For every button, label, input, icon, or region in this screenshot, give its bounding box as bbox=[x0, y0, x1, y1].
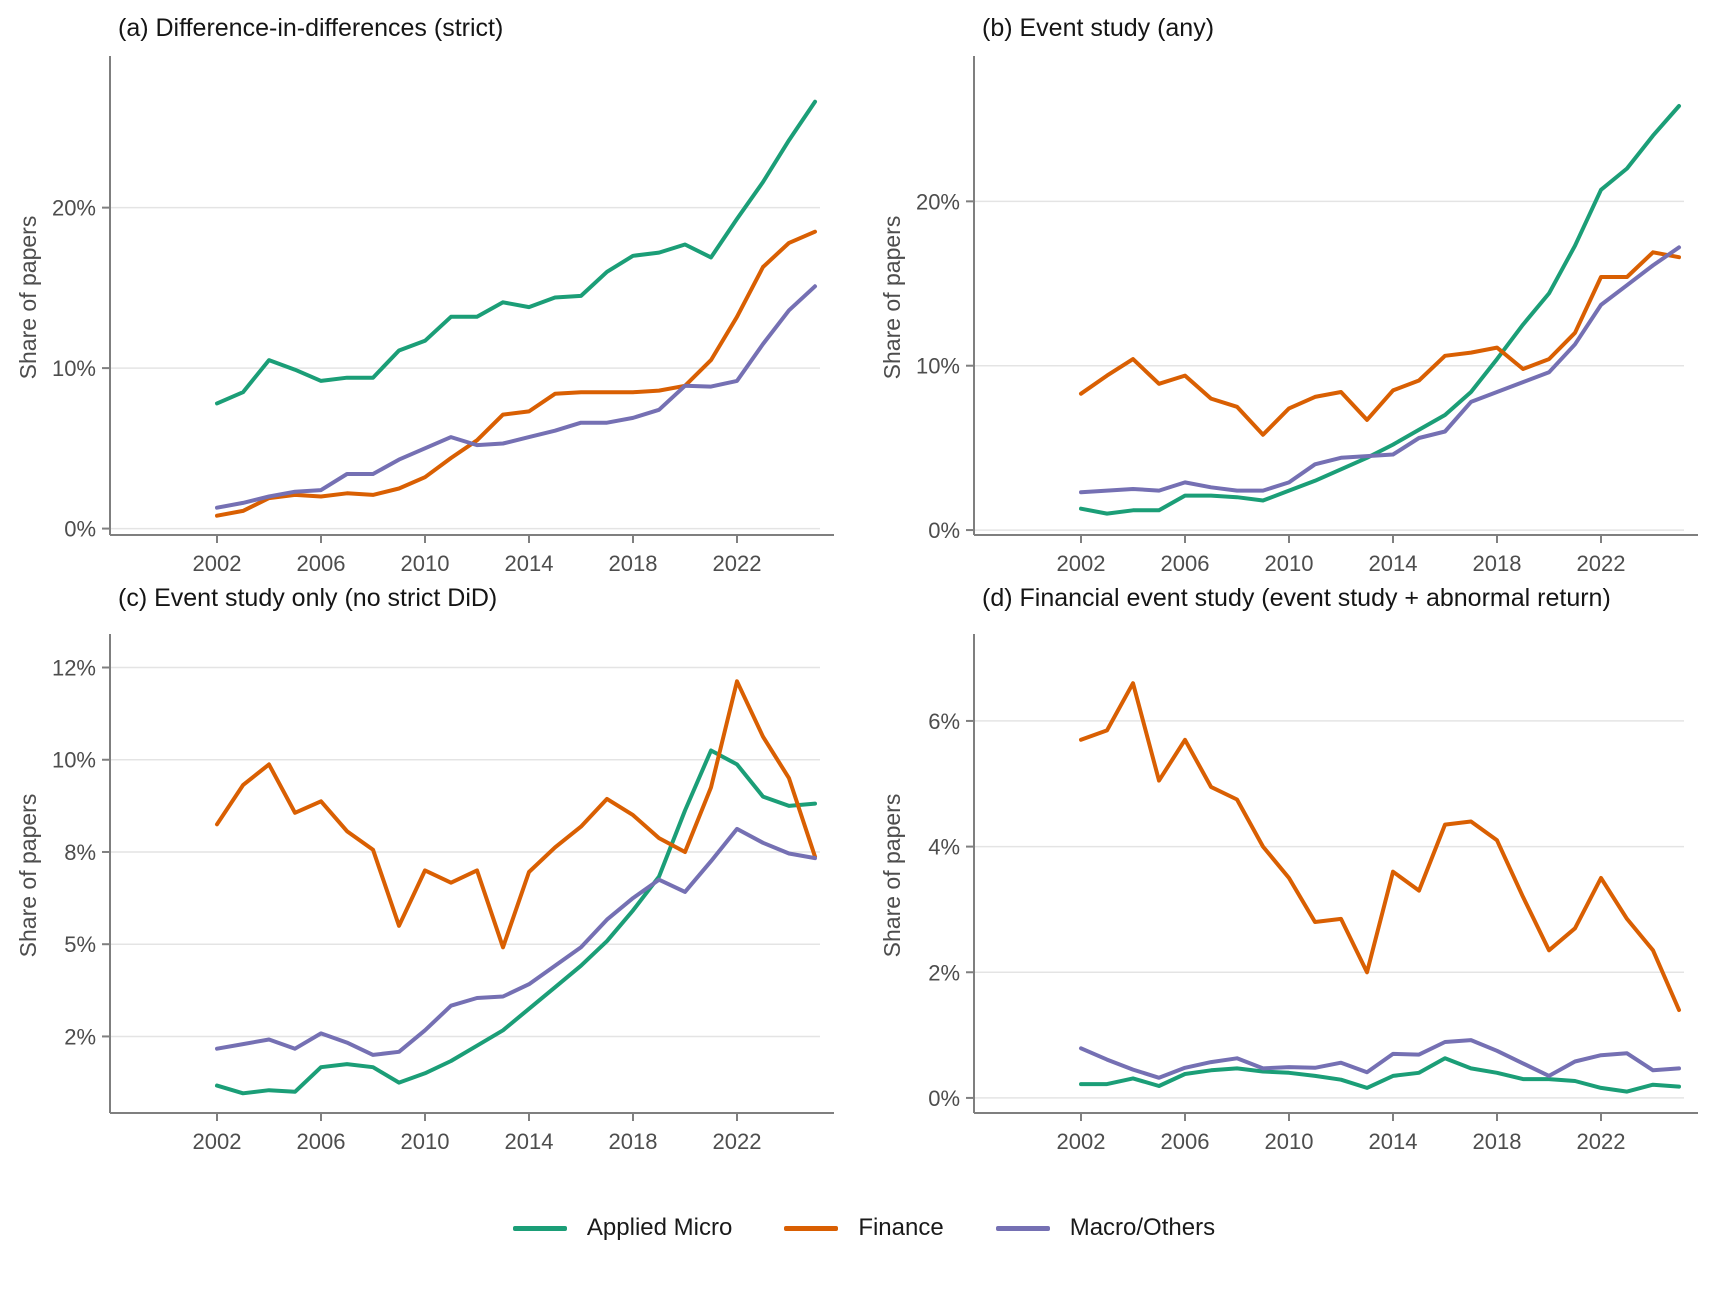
x-tick-label: 2022 bbox=[713, 551, 762, 576]
panel-c-plot: 2% 5% 8% 10% 12% 2002 2006 2010 2014 2018 2022 Shar… bbox=[15, 634, 834, 1154]
series-line-applied-micro bbox=[1079, 1056, 1681, 1094]
x-tick-label: 2018 bbox=[1473, 551, 1522, 576]
y-tick-label: 10% bbox=[52, 356, 96, 381]
panel-d-title: (d) Financial event study (event study +… bbox=[982, 584, 1611, 612]
y-tick-label: 6% bbox=[928, 709, 960, 734]
series-line-macro-others bbox=[1079, 245, 1681, 495]
x-tick-label: 2002 bbox=[1057, 551, 1106, 576]
series-line-applied-micro bbox=[1079, 104, 1681, 516]
x-tick-label: 2014 bbox=[505, 1129, 554, 1154]
series-line-macro-others bbox=[215, 284, 817, 510]
x-tick-label: 2022 bbox=[1577, 551, 1626, 576]
x-tick-label: 2014 bbox=[505, 551, 554, 576]
y-tick-label: 8% bbox=[64, 840, 96, 865]
panel-d: (d) Financial event study (event study +… bbox=[864, 578, 1728, 1160]
legend-label-macro-others: Macro/Others bbox=[1069, 1214, 1216, 1241]
x-tick-label: 2006 bbox=[297, 1129, 346, 1154]
x-tick-label: 2002 bbox=[1057, 1129, 1106, 1154]
y-tick-label: 10% bbox=[52, 748, 96, 773]
series-line-applied-micro bbox=[215, 748, 817, 1096]
y-tick-label: 20% bbox=[916, 189, 960, 214]
y-tick-label: 0% bbox=[928, 518, 960, 543]
y-axis-title: Share of papers bbox=[15, 794, 41, 958]
series-line-finance bbox=[215, 229, 817, 518]
y-tick-label: 20% bbox=[52, 196, 96, 221]
y-tick-label: 0% bbox=[64, 517, 96, 542]
panel-c-title: (c) Event study only (no strict DiD) bbox=[118, 584, 498, 612]
y-tick-label: 4% bbox=[928, 835, 960, 860]
x-tick-label: 2022 bbox=[1577, 1129, 1626, 1154]
y-tick-label: 5% bbox=[64, 932, 96, 957]
x-tick-label: 2010 bbox=[1265, 1129, 1314, 1154]
x-tick-label: 2010 bbox=[401, 551, 450, 576]
series-line-macro-others bbox=[215, 826, 817, 1057]
legend-item-finance: Finance bbox=[784, 1214, 944, 1242]
y-tick-label: 10% bbox=[916, 354, 960, 379]
panel-a: (a) Difference-in-differences (strict) 0… bbox=[0, 0, 864, 578]
legend-label-applied-micro: Applied Micro bbox=[586, 1214, 733, 1241]
x-tick-label: 2002 bbox=[193, 1129, 242, 1154]
series-line-macro-others bbox=[1079, 1038, 1681, 1080]
panel-grid: (a) Difference-in-differences (strict) 0… bbox=[0, 0, 1728, 1160]
x-tick-label: 2010 bbox=[1265, 551, 1314, 576]
panel-a-plot: 0% 10% 20% 2002 2006 2010 2014 2018 2022 Share of… bbox=[15, 56, 834, 576]
legend: Applied Micro Finance Macro/Others bbox=[0, 1160, 1728, 1296]
finance-line-swatch-icon bbox=[784, 1225, 839, 1231]
y-tick-label: 12% bbox=[52, 656, 96, 681]
legend-inner: Applied Micro Finance Macro/Others bbox=[512, 1214, 1216, 1242]
y-tick-label: 0% bbox=[928, 1086, 960, 1111]
macro-others-line-swatch-icon bbox=[995, 1225, 1050, 1231]
y-tick-label: 2% bbox=[928, 960, 960, 985]
y-axis-title: Share of papers bbox=[879, 794, 905, 958]
applied-micro-line-swatch-icon bbox=[512, 1225, 567, 1231]
legend-label-finance: Finance bbox=[858, 1214, 944, 1241]
x-tick-label: 2022 bbox=[713, 1129, 762, 1154]
x-tick-label: 2014 bbox=[1369, 551, 1418, 576]
legend-item-macro-others: Macro/Others bbox=[995, 1214, 1216, 1242]
x-tick-label: 2006 bbox=[1161, 551, 1210, 576]
panel-a-title: (a) Difference-in-differences (strict) bbox=[118, 14, 504, 42]
x-tick-label: 2014 bbox=[1369, 1129, 1418, 1154]
series-line-finance bbox=[215, 679, 817, 950]
x-tick-label: 2002 bbox=[193, 551, 242, 576]
x-tick-label: 2006 bbox=[1161, 1129, 1210, 1154]
panel-d-plot: 0% 2% 4% 6% 2002 2006 2010 2014 2018 2022 Share of… bbox=[879, 634, 1698, 1154]
panel-b-title: (b) Event study (any) bbox=[982, 14, 1215, 42]
panel-b: (b) Event study (any) 0% 10% 20% 2002 2006 20… bbox=[864, 0, 1728, 578]
y-tick-label: 2% bbox=[64, 1024, 96, 1049]
series-line-applied-micro bbox=[215, 99, 817, 406]
series-line-finance bbox=[1079, 681, 1681, 1012]
legend-item-applied-micro: Applied Micro bbox=[512, 1214, 733, 1242]
x-tick-label: 2018 bbox=[1473, 1129, 1522, 1154]
series-line-finance bbox=[1079, 250, 1681, 437]
x-tick-label: 2006 bbox=[297, 551, 346, 576]
x-tick-label: 2010 bbox=[401, 1129, 450, 1154]
x-tick-label: 2018 bbox=[609, 1129, 658, 1154]
y-axis-title: Share of papers bbox=[879, 216, 905, 380]
x-tick-label: 2018 bbox=[609, 551, 658, 576]
panel-c: (c) Event study only (no strict DiD) 2% 5… bbox=[0, 578, 864, 1160]
panel-b-plot: 0% 10% 20% 2002 2006 2010 2014 2018 2022 Share of… bbox=[879, 56, 1698, 576]
y-axis-title: Share of papers bbox=[15, 216, 41, 380]
